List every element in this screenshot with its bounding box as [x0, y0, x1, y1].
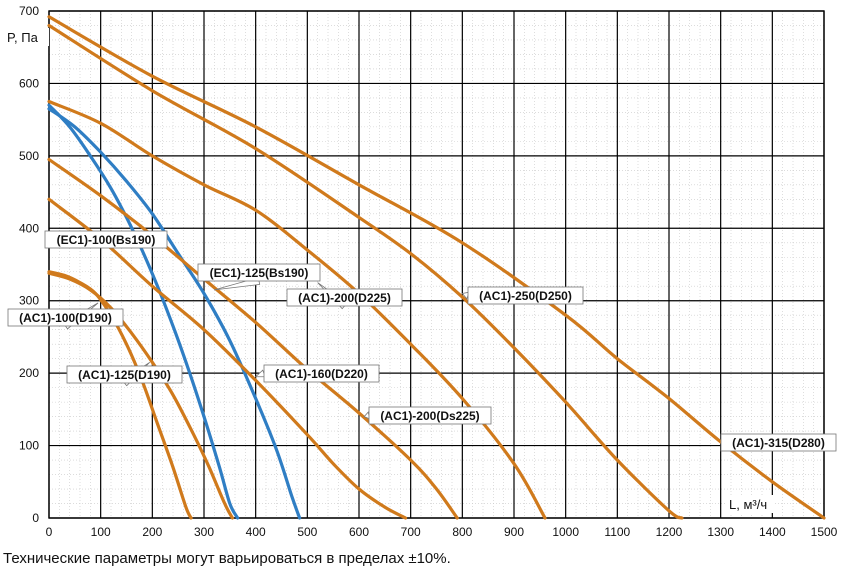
fan-performance-chart: 0 100 200 300 400 500 600 700 800 900 1000 1100 1200…: [5, 4, 838, 539]
x-tick-label: 1300: [707, 525, 734, 539]
series-label: (AC1)-100(D190): [19, 311, 112, 325]
series-label: (AC1)-160(D220): [275, 367, 368, 381]
x-tick-label: 500: [297, 525, 317, 539]
callout-box: [44, 230, 168, 249]
y-tick-label: 100: [19, 439, 39, 453]
series-line-ac1-160-d220: [47, 197, 408, 520]
callout-box: [263, 364, 380, 383]
series-line-ac1-200-ds225: [47, 157, 459, 520]
series-label: (AC1)-125(D190): [78, 368, 171, 382]
x-tick-label: 0: [46, 525, 53, 539]
xlabel-bg: [727, 495, 775, 513]
x-tick-label: 400: [246, 525, 266, 539]
x-tick-label: 1000: [552, 525, 579, 539]
x-tick-label: 1200: [656, 525, 683, 539]
x-tick-label: 1500: [811, 525, 838, 539]
series-line-ec1-100-bs190: [47, 103, 240, 520]
y-axis-label: P, Па: [7, 30, 39, 45]
ylabel-bg: [5, 28, 49, 46]
x-tick-label: 700: [401, 525, 421, 539]
series-label: (AC1)-200(Ds225): [380, 409, 479, 423]
callout-box: [66, 365, 183, 384]
callout-box: [197, 263, 321, 282]
y-tick-label: 0: [32, 511, 39, 525]
callout-box: [467, 286, 584, 305]
callout-box: [368, 406, 492, 425]
series-line-ac1-250-d250: [47, 23, 684, 520]
x-tick-label: 600: [349, 525, 369, 539]
series-label: (AC1)-200(D225): [298, 291, 391, 305]
plot-frame: [48, 10, 825, 519]
x-tick-label: 1100: [604, 525, 630, 539]
y-tick-label: 400: [19, 221, 39, 235]
series-label: (AC1)-315(D280): [732, 436, 825, 450]
series-label: (AC1)-250(D250): [479, 289, 572, 303]
x-tick-label: 1400: [759, 525, 786, 539]
series-line-ec1-125-bs190: [47, 107, 302, 520]
x-tick-label: 800: [452, 525, 472, 539]
x-tick-label: 200: [142, 525, 162, 539]
y-tick-label: 500: [19, 149, 39, 163]
callout-box: [7, 308, 124, 327]
series-label: (EC1)-100(Bs190): [57, 233, 156, 247]
y-tick-label: 600: [19, 76, 39, 90]
tick-labels: 0 100 200 300 400 500 600 700 800 900 1000 1100 1200…: [19, 4, 838, 539]
callout-box: [720, 433, 837, 452]
series-callouts: (EC1)-100(Bs190) (EC1)-125(Bs190) (AC1)-20…: [7, 230, 837, 452]
series-lines: [47, 15, 826, 520]
y-tick-label: 700: [19, 4, 39, 18]
axis-labels: P, Па L, м³/ч: [5, 28, 775, 513]
x-axis-label: L, м³/ч: [729, 497, 767, 512]
series-label: (EC1)-125(Bs190): [210, 266, 309, 280]
y-tick-label: 200: [19, 366, 39, 380]
series-line-ac1-125-d190: [47, 271, 234, 520]
callout-box: [286, 288, 403, 307]
major-grid: [48, 10, 825, 519]
x-tick-label: 900: [504, 525, 524, 539]
x-tick-label: 100: [91, 525, 111, 539]
y-tick-label: 300: [19, 294, 39, 308]
footnote: Технические параметры могут варьироватьс…: [3, 550, 451, 567]
x-tick-label: 300: [194, 525, 214, 539]
